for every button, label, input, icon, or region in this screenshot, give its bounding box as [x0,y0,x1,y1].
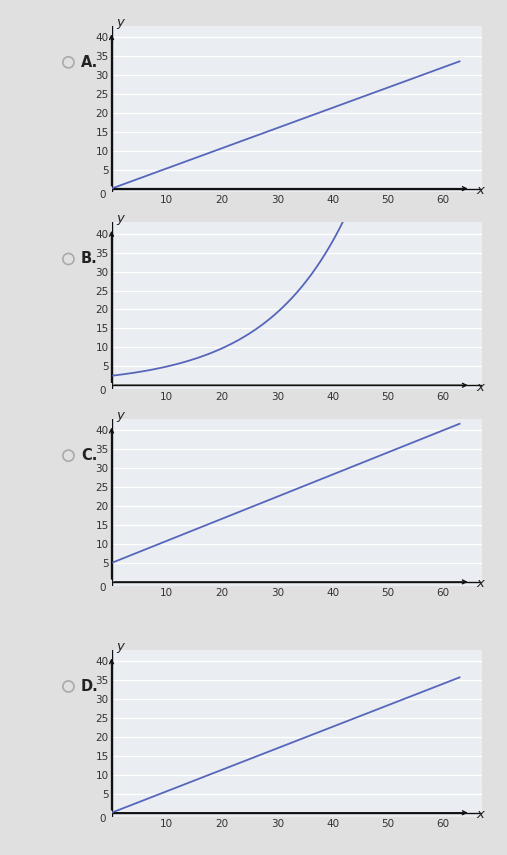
Text: x: x [476,380,484,393]
Text: B.: B. [81,251,98,267]
Text: D.: D. [81,679,99,694]
Text: x: x [476,184,484,197]
Text: C.: C. [81,448,97,463]
Text: 0: 0 [99,386,106,397]
Text: x: x [476,577,484,590]
Text: 0: 0 [99,814,106,824]
Text: y: y [116,409,124,422]
Text: y: y [116,15,124,29]
Text: 0: 0 [99,190,106,200]
Text: A.: A. [81,55,98,70]
Text: 0: 0 [99,583,106,593]
Text: y: y [116,212,124,226]
Text: x: x [476,808,484,821]
Text: y: y [116,640,124,653]
